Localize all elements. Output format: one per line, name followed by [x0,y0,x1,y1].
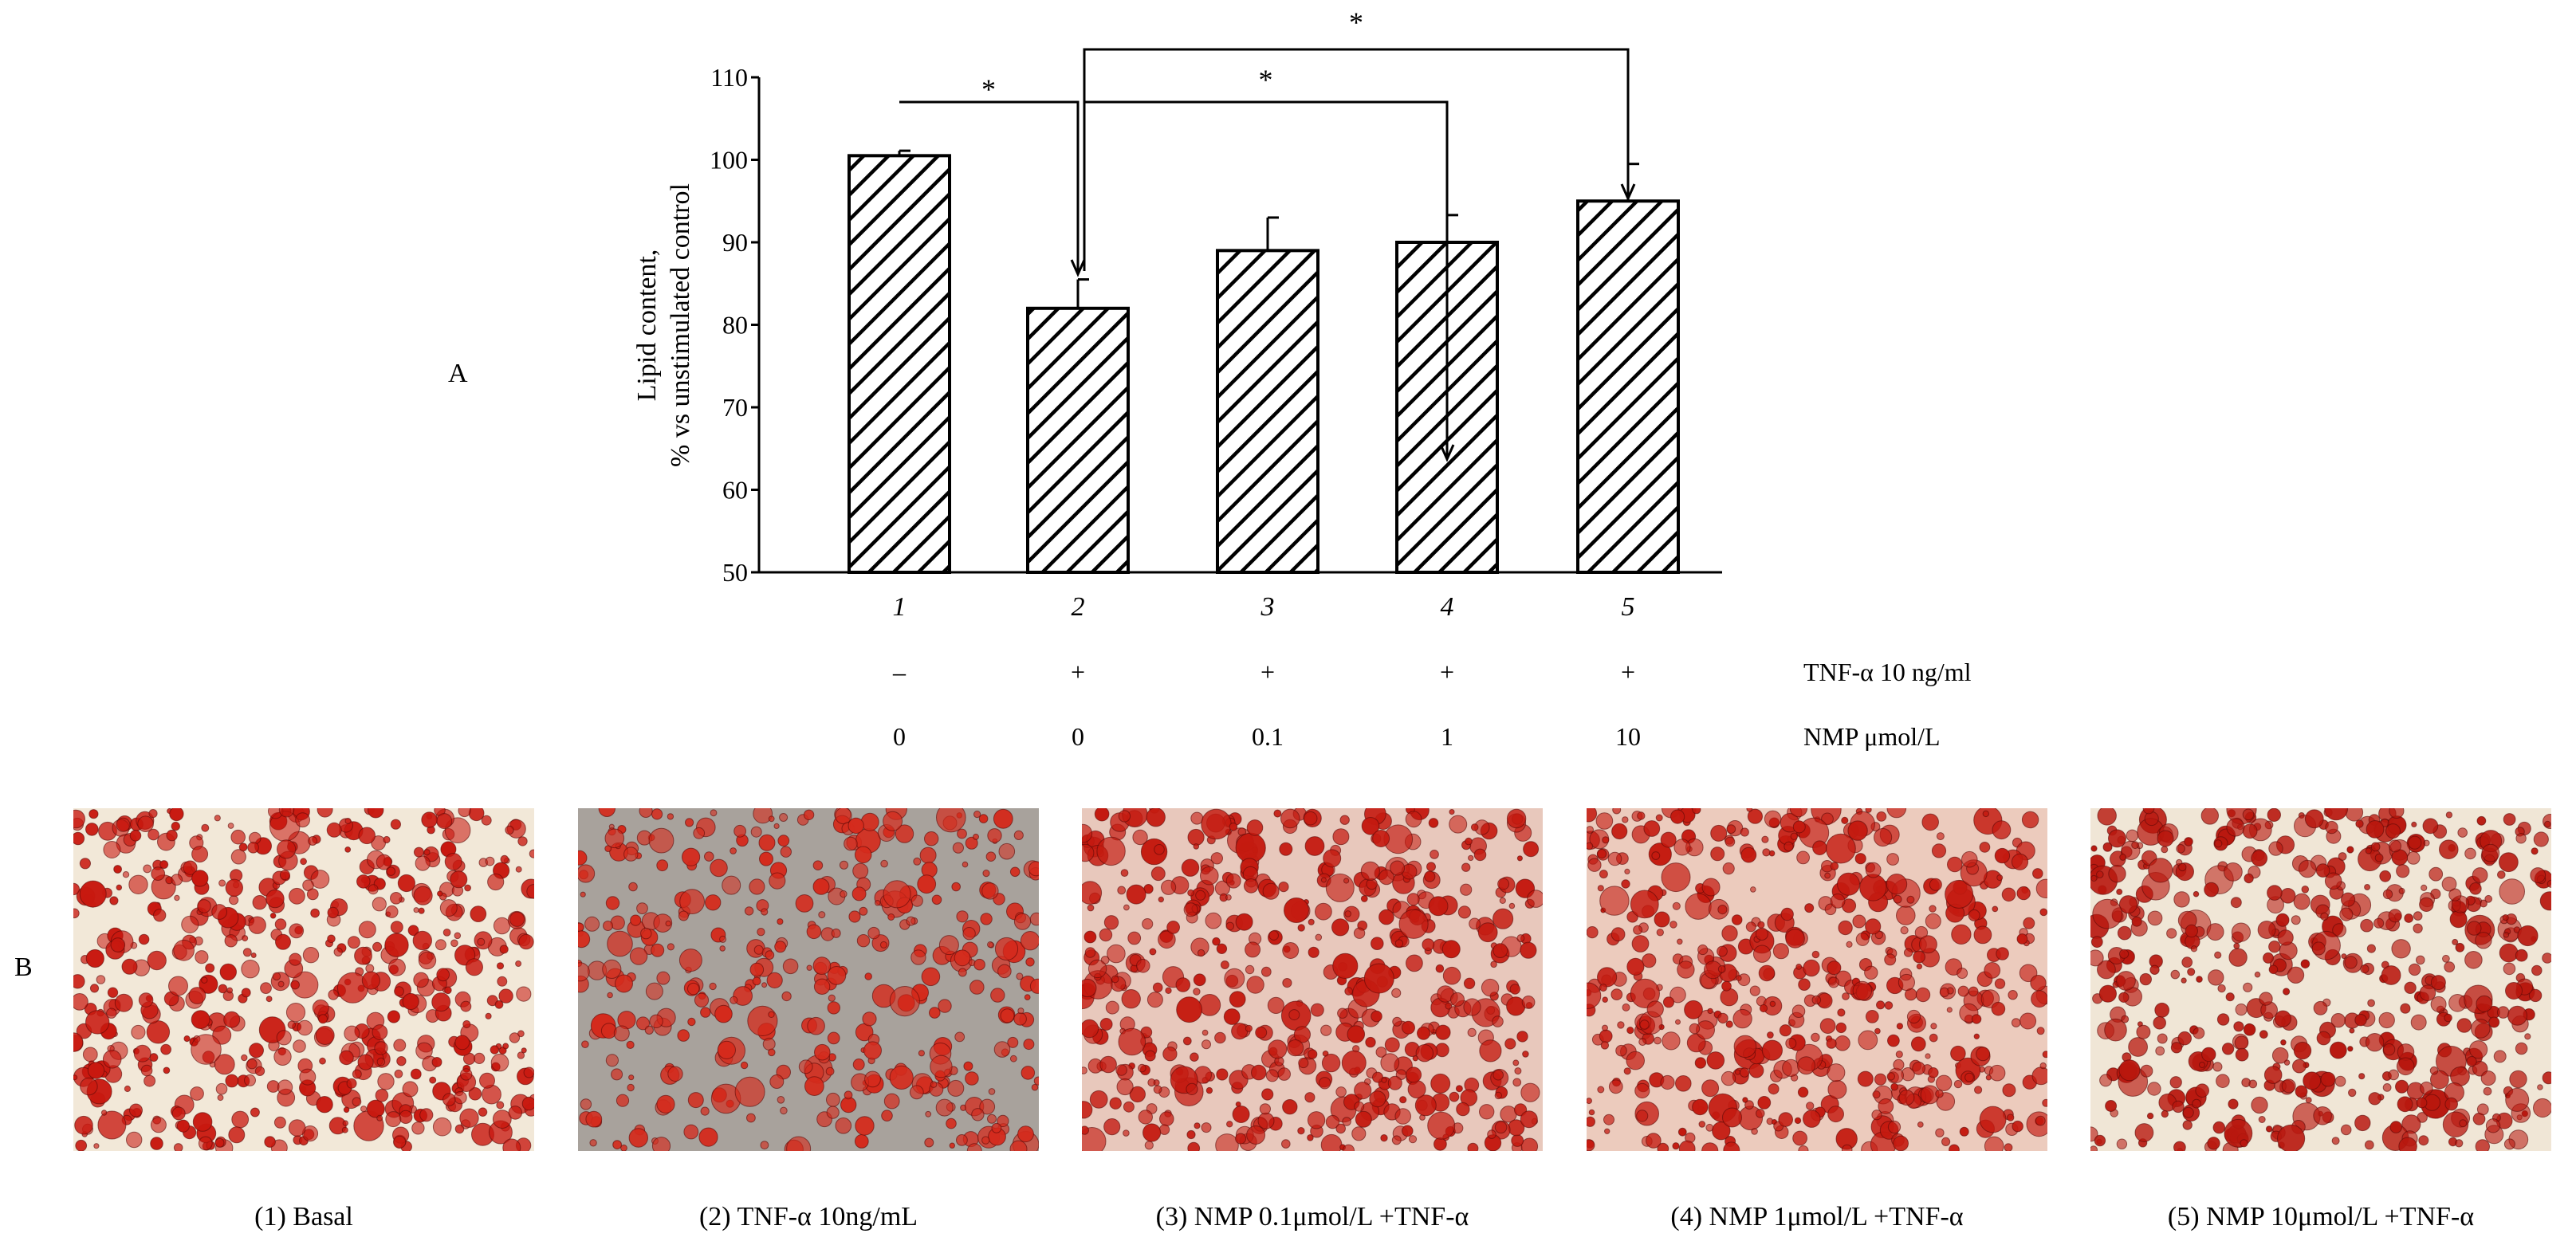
micrograph-image-1 [73,808,534,1151]
treatment-value-2-3: 0.1 [1252,722,1284,751]
significance-star-2-5: * [1349,6,1363,38]
y-axis-label-line2: % vs unstimulated control [666,183,695,467]
micrograph-3 [1082,808,1543,1151]
bar-3 [1216,249,1319,574]
micrograph-4 [1587,808,2047,1151]
micrograph-image-3 [1082,808,1543,1151]
y-tick-label: 80 [722,311,748,340]
significance-bracket-1-2 [899,100,1080,271]
treatment-value-1-2: + [1071,658,1085,686]
significance-star-2-4: * [1259,64,1273,96]
micrograph-image-5 [2090,808,2551,1151]
micrograph-2 [578,808,1039,1151]
y-tick-label: 50 [722,558,748,587]
y-tick-label: 110 [710,63,748,92]
treatment-value-2-4: 1 [1441,722,1453,751]
treatment-value-2-1: 0 [893,722,906,751]
micrograph-1 [73,808,534,1151]
y-tick-label: 60 [722,476,748,505]
x-category-label-5: 5 [1622,592,1635,622]
significance-star-1-2: * [981,73,996,105]
micrograph-image-4 [1587,808,2047,1151]
significance-bracket-2-5 [1083,48,1630,271]
treatment-row-label-2: NMP μmol/L [1803,722,1941,751]
y-tick-label: 100 [710,146,748,175]
x-category-label-3: 3 [1260,592,1275,622]
micrograph-5 [2090,808,2551,1151]
treatment-value-1-1: – [892,658,907,686]
micrograph-caption-1: (1) Basal [254,1202,353,1231]
significance-arrow-2-4 [1439,444,1455,462]
micrograph-caption-2: (2) TNF-α 10ng/mL [698,1202,918,1231]
treatment-row-label-1: TNF-α 10 ng/ml [1803,658,1972,686]
micrograph-image-2 [578,808,1039,1151]
bar-5 [1576,199,1680,574]
micrograph-caption-4: (4) NMP 1μmol/L +TNF-α [1670,1202,1964,1231]
x-category-label-2: 2 [1072,592,1085,622]
treatment-value-2-2: 0 [1072,722,1084,751]
y-axis-label-line1: Lipid content, [632,249,662,402]
y-tick-label: 90 [722,228,748,257]
treatment-value-2-5: 10 [1615,722,1641,751]
significance-arrow-1-2 [1070,259,1086,277]
panel-label-b: B [14,953,33,982]
bar-2 [1026,306,1130,574]
micrograph-caption-5: (5) NMP 10μmol/L +TNF-α [2167,1202,2475,1231]
treatment-value-1-4: + [1440,658,1454,686]
x-category-label-4: 4 [1441,592,1454,622]
bar-1 [848,154,951,574]
treatment-value-1-5: + [1621,658,1635,686]
micrograph-caption-3: (3) NMP 0.1μmol/L +TNF-α [1155,1202,1469,1231]
x-category-label-1: 1 [893,592,907,622]
y-tick-label: 70 [722,393,748,422]
panel-label-a: A [448,359,468,388]
significance-arrow-2-5 [1620,183,1636,202]
treatment-value-1-3: + [1260,658,1275,686]
